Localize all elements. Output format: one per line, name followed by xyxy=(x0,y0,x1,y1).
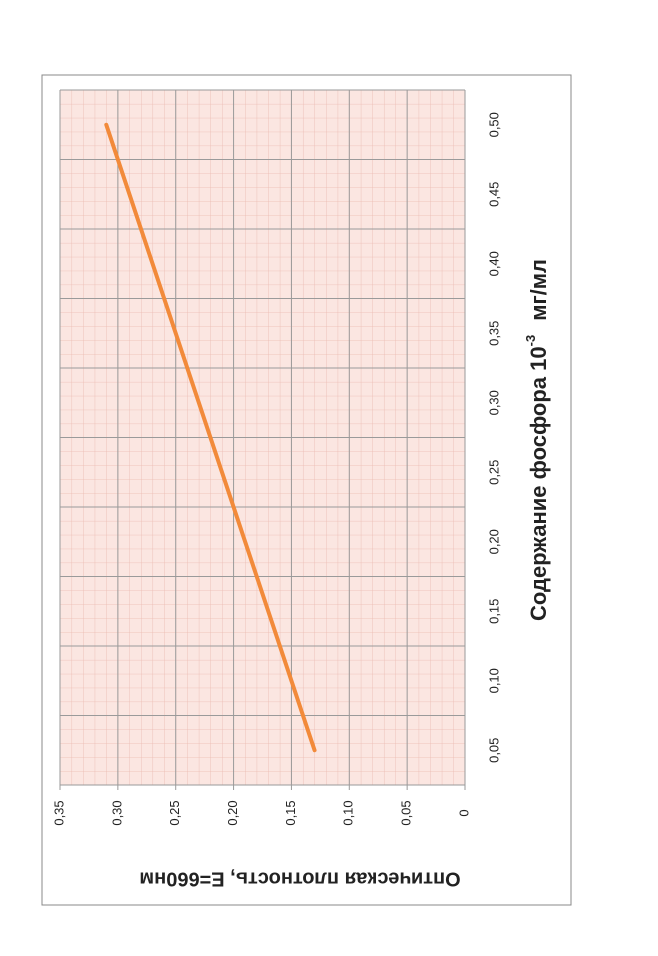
y-tick-label: 0,15 xyxy=(283,800,298,825)
x-axis-title: Содержание фосфора 10-3 мг/мл xyxy=(523,259,550,621)
y-axis-title: Оптическая плотность, E=660нм xyxy=(139,868,460,890)
x-tick-label: 0,15 xyxy=(486,599,501,624)
y-tick-label: 0,35 xyxy=(51,800,66,825)
y-tick-label: 0,30 xyxy=(109,800,124,825)
x-tick-label: 0,30 xyxy=(486,390,501,415)
x-tick-label: 0,35 xyxy=(486,321,501,346)
y-tick-label: 0,20 xyxy=(225,800,240,825)
x-axis-title-unit: мг/мл xyxy=(526,259,551,321)
y-tick-label: 0,25 xyxy=(167,800,182,825)
y-tick-label: 0,10 xyxy=(341,800,356,825)
x-tick-label: 0,20 xyxy=(486,529,501,554)
x-tick-label: 0,45 xyxy=(486,182,501,207)
x-tick-label: 0,40 xyxy=(486,251,501,276)
x-tick-label: 0,10 xyxy=(486,668,501,693)
x-tick-label: 0,05 xyxy=(486,738,501,763)
x-axis-title-sup: -3 xyxy=(523,335,538,347)
data-line xyxy=(104,122,317,753)
x-tick-label: 0,25 xyxy=(486,460,501,485)
x-tick-label: 0,50 xyxy=(486,112,501,137)
x-axis-title-text: Содержание фосфора 10 xyxy=(526,346,551,621)
y-tick-label: 0,05 xyxy=(399,800,414,825)
y-tick-label: 0 xyxy=(456,809,471,816)
